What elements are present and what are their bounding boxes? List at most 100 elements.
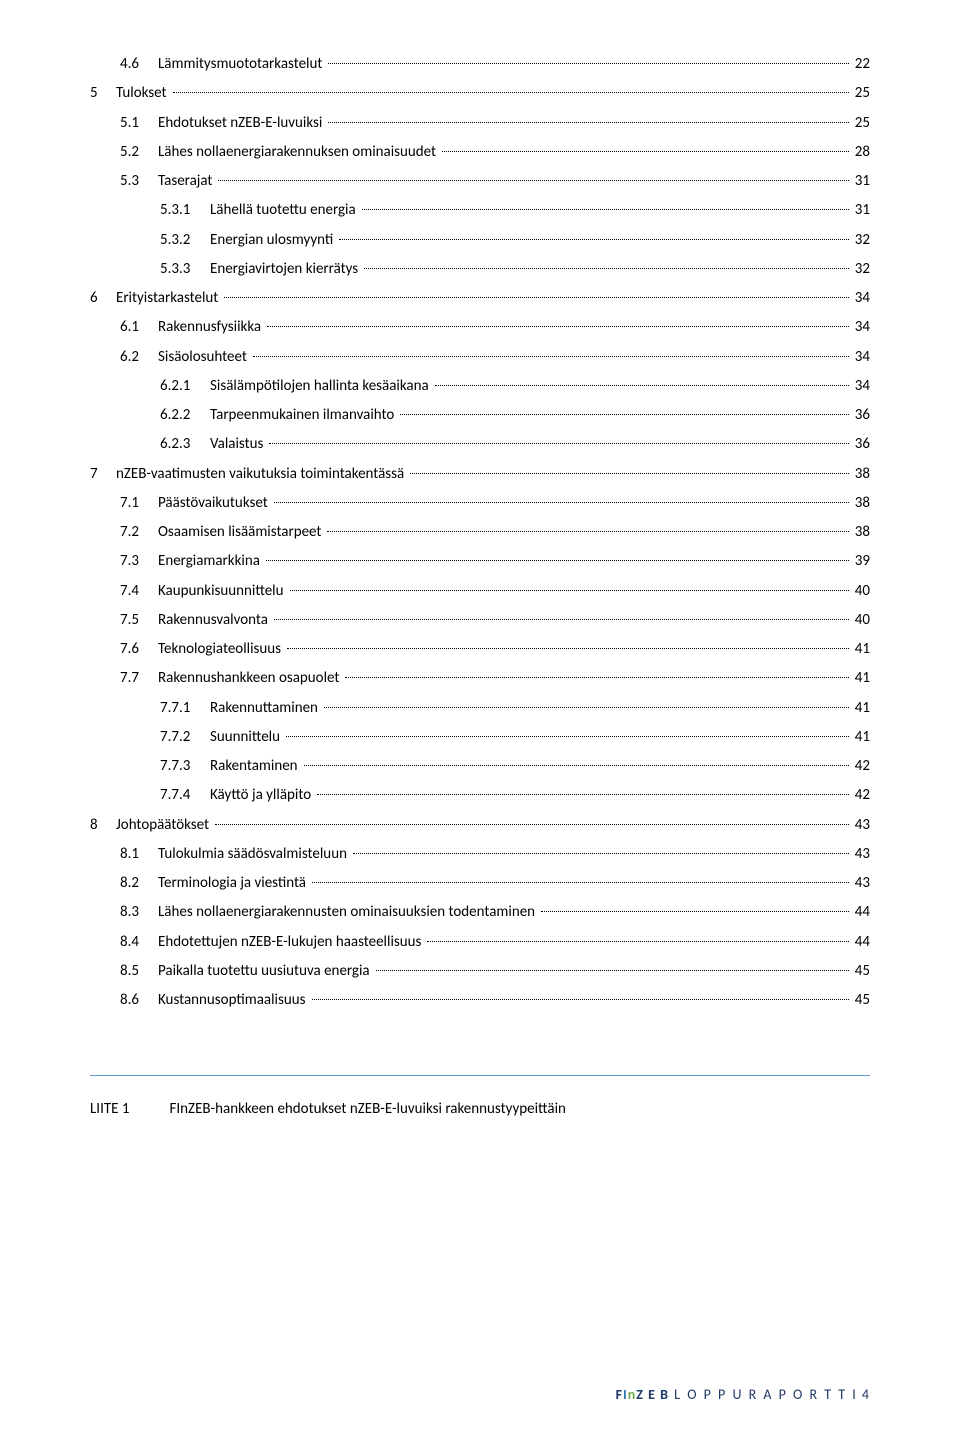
toc-title: Tulokulmia säädösvalmisteluun <box>158 840 351 869</box>
toc-page: 41 <box>851 723 870 752</box>
toc-page: 28 <box>851 138 870 167</box>
toc-page: 34 <box>851 343 870 372</box>
toc-leader <box>339 239 849 240</box>
toc-row: 7.7.3Rakentaminen42 <box>90 752 870 781</box>
toc-row: 7.7Rakennushankkeen osapuolet41 <box>90 664 870 693</box>
toc-number: 8.6 <box>120 986 158 1015</box>
toc-title: Käyttö ja ylläpito <box>210 781 315 810</box>
toc-leader <box>215 824 849 825</box>
toc-page: 32 <box>851 226 870 255</box>
toc-leader <box>376 970 849 971</box>
toc-number: 8 <box>90 811 116 840</box>
toc-row: 8.3Lähes nollaenergiarakennusten ominais… <box>90 898 870 927</box>
toc-number: 8.3 <box>120 898 158 927</box>
toc-number: 5.1 <box>120 109 158 138</box>
toc-page: 40 <box>851 606 870 635</box>
toc-number: 5.3.2 <box>160 226 210 255</box>
toc-leader <box>312 999 849 1000</box>
toc-title: Ehdotettujen nZEB-E-lukujen haasteellisu… <box>158 928 425 957</box>
toc-title: Rakennusfysiikka <box>158 313 265 342</box>
toc-title: Sisäolosuhteet <box>158 343 251 372</box>
toc-number: 7.7.2 <box>160 723 210 752</box>
toc-row: 8.1Tulokulmia säädösvalmisteluun43 <box>90 840 870 869</box>
toc-row: 5.1Ehdotukset nZEB-E-luvuiksi25 <box>90 109 870 138</box>
toc-page: 41 <box>851 694 870 723</box>
toc-number: 6 <box>90 284 116 313</box>
toc-leader <box>290 590 849 591</box>
toc-title: Taserajat <box>158 167 216 196</box>
toc-title: Lähellä tuotettu energia <box>210 196 360 225</box>
toc-number: 5.3.3 <box>160 255 210 284</box>
toc-leader <box>312 882 849 883</box>
toc-title: Sisälämpötilojen hallinta kesäaikana <box>210 372 433 401</box>
toc-page: 45 <box>851 957 870 986</box>
toc-number: 7.2 <box>120 518 158 547</box>
toc-page: 31 <box>851 167 870 196</box>
toc-title: Rakennuttaminen <box>210 694 322 723</box>
toc-leader <box>327 531 848 532</box>
toc-number: 5.3 <box>120 167 158 196</box>
toc-page: 31 <box>851 196 870 225</box>
toc-row: 5.3.1Lähellä tuotettu energia31 <box>90 196 870 225</box>
toc-title: nZEB-vaatimusten vaikutuksia toimintaken… <box>116 460 408 489</box>
toc-title: Erityistarkastelut <box>116 284 222 313</box>
toc-leader <box>353 853 849 854</box>
toc-number: 6.2.3 <box>160 430 210 459</box>
toc-title: Lähes nollaenergiarakennuksen ominaisuud… <box>158 138 440 167</box>
toc-number: 7.6 <box>120 635 158 664</box>
toc-row: 6Erityistarkastelut 34 <box>90 284 870 313</box>
toc-title: Lähes nollaenergiarakennusten ominaisuuk… <box>158 898 539 927</box>
toc-row: 7.3Energiamarkkina39 <box>90 547 870 576</box>
footer-brand-zeb: Z E B <box>636 1386 669 1403</box>
toc-title: Teknologiateollisuus <box>158 635 285 664</box>
toc-page: 38 <box>851 460 870 489</box>
toc-page: 34 <box>851 284 870 313</box>
toc-number: 8.1 <box>120 840 158 869</box>
toc-number: 7.3 <box>120 547 158 576</box>
toc-leader <box>328 63 848 64</box>
toc-title: Rakennusvalvonta <box>158 606 272 635</box>
toc-row: 8Johtopäätökset43 <box>90 811 870 840</box>
toc-leader <box>427 941 848 942</box>
appendix-label: LIITE 1 <box>90 1100 170 1118</box>
toc-row: 6.2.3Valaistus36 <box>90 430 870 459</box>
toc-number: 6.1 <box>120 313 158 342</box>
toc-leader <box>328 122 848 123</box>
toc-row: 6.1Rakennusfysiikka 34 <box>90 313 870 342</box>
toc-page: 41 <box>851 635 870 664</box>
toc-page: 22 <box>851 50 870 79</box>
toc-number: 6.2.2 <box>160 401 210 430</box>
toc-row: 7.7.4Käyttö ja ylläpito42 <box>90 781 870 810</box>
toc-row: 5.3Taserajat 31 <box>90 167 870 196</box>
toc-row: 6.2.2Tarpeenmukainen ilmanvaihto36 <box>90 401 870 430</box>
toc-row: 7.7.2Suunnittelu 41 <box>90 723 870 752</box>
toc-number: 7.1 <box>120 489 158 518</box>
footer-page-number: 4 <box>858 1386 870 1403</box>
toc-leader <box>345 677 848 678</box>
toc-leader <box>218 180 848 181</box>
toc-row: 7.6Teknologiateollisuus 41 <box>90 635 870 664</box>
toc-page: 45 <box>851 986 870 1015</box>
toc-leader <box>362 209 849 210</box>
toc-page: 34 <box>851 313 870 342</box>
toc-row: 4.6Lämmitysmuototarkastelut22 <box>90 50 870 79</box>
toc-title: Energian ulosmyynti <box>210 226 337 255</box>
toc-leader <box>541 911 849 912</box>
toc-number: 8.5 <box>120 957 158 986</box>
toc-row: 7.7.1Rakennuttaminen41 <box>90 694 870 723</box>
toc-leader <box>253 356 849 357</box>
appendix-section: LIITE 1 FInZEB-hankkeen ehdotukset nZEB-… <box>90 1075 870 1118</box>
toc-title: Valaistus <box>210 430 267 459</box>
toc-leader <box>317 794 849 795</box>
toc-page: 44 <box>851 898 870 927</box>
toc-number: 4.6 <box>120 50 158 79</box>
toc-number: 7.7.3 <box>160 752 210 781</box>
toc-number: 6.2 <box>120 343 158 372</box>
toc-number: 7.7 <box>120 664 158 693</box>
toc-number: 5.2 <box>120 138 158 167</box>
toc-title: Suunnittelu <box>210 723 284 752</box>
page-footer: FInZ E B L O P P U R A P O R T T I 4 <box>616 1386 870 1403</box>
toc-leader <box>304 765 849 766</box>
toc-number: 7.7.4 <box>160 781 210 810</box>
toc-row: 7.2Osaamisen lisäämistarpeet38 <box>90 518 870 547</box>
